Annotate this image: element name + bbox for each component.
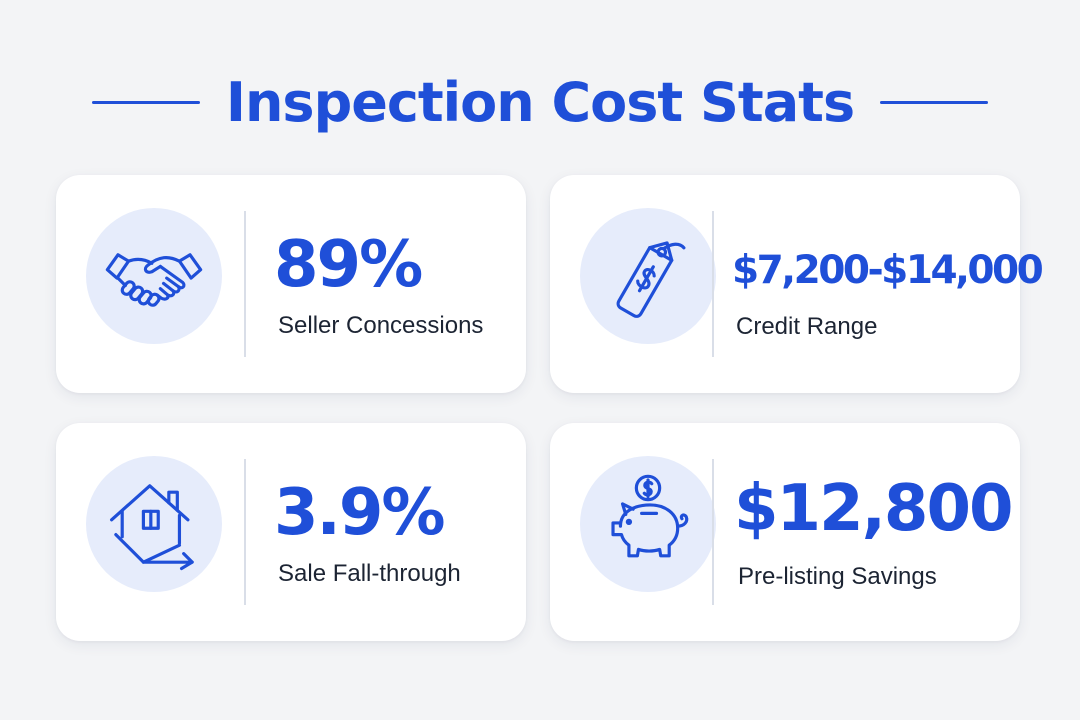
handshake-icon: [105, 253, 203, 307]
price-tag-icon: [616, 241, 686, 318]
title-rule-right: [880, 100, 989, 104]
stat-value: $12,800: [734, 472, 1013, 546]
icon-badge: [86, 456, 222, 592]
stat-card-sale-fall-through: 3.9% Sale Fall-through: [56, 423, 526, 641]
piggy-bank-icon: [611, 474, 689, 558]
icon-badge: [580, 456, 716, 592]
title-rule-left: [91, 100, 200, 104]
card-divider: [712, 459, 714, 605]
card-divider: [244, 459, 246, 605]
stat-label: Sale Fall-through: [278, 560, 461, 587]
stat-card-credit-range: $7,200-$14,000 Credit Range: [550, 175, 1044, 393]
stat-label: Credit Range: [736, 313, 878, 340]
page-title: Inspection Cost Stats: [225, 70, 855, 134]
stat-value: 89%: [274, 228, 423, 302]
stat-value: 3.9%: [274, 476, 445, 550]
icon-badge: [86, 208, 222, 344]
house-decline-icon: [110, 484, 194, 571]
header: Inspection Cost Stats: [0, 62, 1080, 142]
icon-badge: [580, 208, 716, 344]
card-divider: [712, 211, 714, 357]
stat-card-pre-listing-savings: $12,800 Pre-listing Savings: [550, 423, 1020, 641]
stat-value: $7,200-$14,000: [732, 248, 1044, 293]
card-divider: [244, 211, 246, 357]
stat-label: Pre-listing Savings: [738, 563, 937, 590]
stat-label: Seller Concessions: [278, 312, 484, 339]
stat-card-seller-concessions: 89% Seller Concessions: [56, 175, 526, 393]
